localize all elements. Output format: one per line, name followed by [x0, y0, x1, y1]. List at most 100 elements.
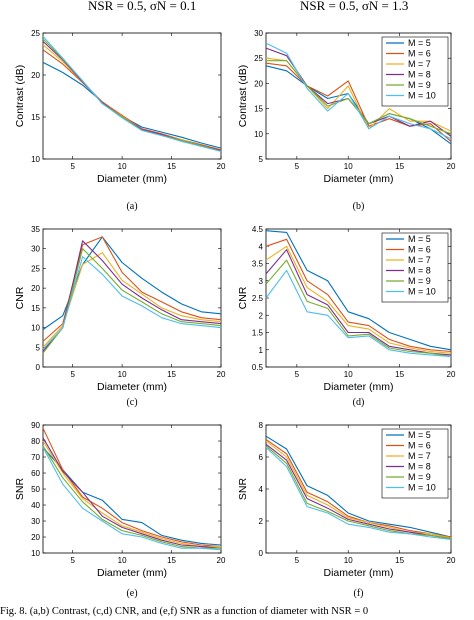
panel-b-legend-label: M = 10 [408, 91, 436, 101]
panel-e-series-line [42, 437, 222, 549]
panel-f-series-line [265, 440, 452, 539]
panel-f-legend-label: M = 9 [408, 472, 431, 482]
panel-a-series-line [42, 40, 222, 152]
panel-c-xlabel: Diameter (mm) [97, 381, 167, 393]
panel-e-axes-box [42, 424, 222, 554]
panel-d-series-line [265, 259, 452, 358]
panel-d-ytick-label: 1 [259, 346, 264, 355]
panel-e-series-line [42, 440, 221, 548]
panel-d-label: (d) [353, 397, 365, 408]
panel-e-ylabel: SNR [14, 477, 26, 500]
figure-caption: Fig. 8. (a,b) Contrast, (c,d) CNR, and (… [0, 606, 474, 617]
panel-f-series-line [265, 443, 452, 540]
panel-e-series-line [42, 447, 222, 546]
panel-e-xlabel: Diameter (mm) [97, 567, 167, 579]
panel-a-series-line [42, 38, 222, 152]
panel-e-xtick-label: 15 [167, 556, 176, 565]
panel-c-ytick-label: 5 [36, 343, 41, 352]
panel-d-series-line [265, 230, 452, 351]
panel-a-xtick-label: 10 [118, 162, 127, 171]
panel-c-ytick-label: 20 [31, 284, 40, 293]
panel-f-xtick-label: 10 [344, 556, 353, 565]
panel-c-ytick-label: 0 [36, 363, 41, 372]
panel-d-ytick-label: 2.5 [252, 294, 264, 303]
panel-b-xtick-label: 5 [295, 162, 300, 171]
panel-e-ytick-label: 20 [31, 533, 40, 542]
panel-d-xtick-label: 10 [344, 370, 353, 379]
panel-c-ytick-label: 10 [31, 324, 40, 333]
panel-c-series-line [42, 248, 222, 354]
panel-c-ylabel: CNR [14, 286, 26, 309]
panel-c-xtick-label: 5 [70, 370, 75, 379]
panel-c-series-line [42, 252, 222, 348]
panel-a-ytick-label: 10 [31, 155, 40, 164]
panel-d-series-line [265, 249, 452, 356]
panel-d-legend-label: M = 7 [408, 255, 431, 265]
panel-d-legend-box [381, 232, 449, 303]
panel-c-xtick-label: 15 [167, 370, 176, 379]
panel-b-xtick-label: 15 [395, 162, 404, 171]
panel-d-ytick-label: 3 [259, 277, 264, 286]
panel-b-legend-label: M = 8 [408, 70, 431, 80]
panel-f-label: (f) [354, 588, 364, 599]
header-right: NSR = 0.5, σN = 1.3 [300, 0, 408, 14]
panel-b-legend-label: M = 5 [408, 38, 431, 48]
panel-b-ylabel: Contrast (dB) [237, 65, 249, 127]
panel-b-xtick-label: 10 [344, 162, 353, 171]
panel-d-xlabel: Diameter (mm) [324, 381, 394, 393]
panel-d-xtick-label: 20 [447, 370, 456, 379]
panel-f-series-line [265, 438, 452, 538]
panel-a-ytick-label: 20 [31, 71, 40, 80]
panel-e-xtick-label: 5 [70, 556, 75, 565]
panel-c-xtick-label: 20 [217, 370, 226, 379]
panel-c-label: (c) [126, 397, 137, 408]
panel-f-xtick-label: 15 [395, 556, 404, 565]
panel-f-ytick-label: 8 [259, 421, 264, 430]
panel-f-legend-label: M = 8 [408, 462, 431, 472]
header-left: NSR = 0.5, σN = 0.1 [88, 0, 196, 14]
panel-c-series-line [42, 236, 222, 342]
panel-e-xtick-label: 10 [118, 556, 127, 565]
panel-b-ytick-label: 10 [254, 130, 263, 139]
panel-b-xlabel: Diameter (mm) [324, 173, 394, 185]
panel-e-ytick-label: 40 [31, 501, 40, 510]
panel-b-legend-label: M = 9 [408, 80, 431, 90]
panel-f-xlabel: Diameter (mm) [324, 567, 394, 579]
panel-e-series-line [42, 447, 222, 551]
panel-a-xlabel: Diameter (mm) [97, 173, 167, 185]
panel-f-xtick-label: 5 [295, 556, 300, 565]
panel-c-ytick-label: 15 [31, 304, 40, 313]
panel-f-ytick-label: 2 [259, 517, 264, 526]
panel-f-ylabel: SNR [237, 477, 249, 500]
panel-f-legend-label: M = 5 [408, 430, 431, 440]
panel-f-ytick-label: 4 [259, 485, 264, 494]
panel-d-xtick-label: 15 [395, 370, 404, 379]
panel-d-ytick-label: 2 [259, 311, 264, 320]
panel-a-ytick-label: 25 [31, 29, 40, 38]
panel-b-legend-box [381, 36, 449, 107]
panel-b-ytick-label: 25 [254, 54, 263, 63]
panel-e-ytick-label: 50 [31, 485, 40, 494]
header-right-text: NSR = 0.5, σN = 1.3 [300, 0, 409, 13]
panel-f-series-line [265, 446, 452, 540]
panel-f-legend-label: M = 7 [408, 451, 431, 461]
panel-a-series-line [42, 44, 222, 152]
panel-d-series-line [265, 245, 452, 354]
panel-d-legend-label: M = 10 [408, 287, 436, 297]
panel-a-series-line [42, 49, 222, 151]
panel-a-xtick-label: 15 [167, 162, 176, 171]
panel-d-legend-label: M = 6 [408, 245, 431, 255]
panel-d-ytick-label: 1.5 [252, 329, 264, 338]
panel-b-xtick-label: 20 [447, 162, 456, 171]
panel-f-ytick-label: 6 [259, 453, 264, 462]
panel-a-xtick-label: 5 [70, 162, 75, 171]
panel-b-series-line [265, 62, 452, 142]
panel-e-ytick-label: 70 [31, 453, 40, 462]
panel-b-ytick-label: 30 [254, 29, 263, 38]
panel-d-legend-label: M = 5 [408, 234, 431, 244]
panel-c-axes-box [42, 228, 222, 368]
panel-f-legend-box [381, 428, 449, 499]
panel-b-ytick-label: 5 [259, 155, 264, 164]
panel-d-ylabel: CNR [237, 286, 249, 309]
